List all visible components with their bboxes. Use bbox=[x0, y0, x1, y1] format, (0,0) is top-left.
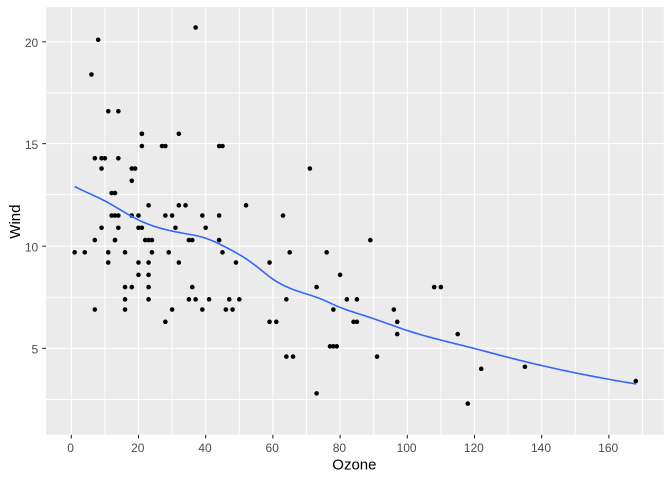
svg-text:20: 20 bbox=[131, 441, 145, 455]
svg-text:0: 0 bbox=[67, 441, 74, 455]
svg-text:5: 5 bbox=[32, 343, 39, 357]
svg-text:15: 15 bbox=[25, 138, 39, 152]
svg-text:80: 80 bbox=[333, 441, 347, 455]
svg-text:60: 60 bbox=[266, 441, 280, 455]
svg-text:10: 10 bbox=[25, 240, 39, 254]
svg-text:40: 40 bbox=[198, 441, 212, 455]
svg-text:Ozone: Ozone bbox=[332, 457, 376, 474]
svg-text:160: 160 bbox=[598, 441, 618, 455]
svg-text:Wind: Wind bbox=[7, 205, 24, 239]
svg-text:100: 100 bbox=[397, 441, 417, 455]
svg-text:120: 120 bbox=[464, 441, 484, 455]
svg-text:20: 20 bbox=[25, 36, 39, 50]
svg-text:140: 140 bbox=[531, 441, 551, 455]
